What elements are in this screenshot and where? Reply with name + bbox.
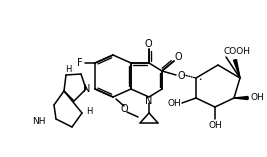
Text: OH: OH <box>250 94 264 103</box>
Polygon shape <box>234 60 240 78</box>
Text: OH: OH <box>167 98 181 108</box>
Text: O: O <box>177 71 185 81</box>
Text: OH: OH <box>208 122 222 130</box>
Text: COOH: COOH <box>223 48 250 57</box>
Text: NH: NH <box>33 116 46 125</box>
Polygon shape <box>234 97 248 100</box>
Text: O: O <box>174 52 182 62</box>
Text: •: • <box>198 78 202 82</box>
Text: N: N <box>83 84 91 94</box>
Text: N: N <box>145 96 153 106</box>
Text: F: F <box>77 58 83 68</box>
Text: O: O <box>120 104 128 114</box>
Text: H: H <box>86 106 92 116</box>
Text: H: H <box>65 65 71 73</box>
Text: O: O <box>144 39 152 49</box>
